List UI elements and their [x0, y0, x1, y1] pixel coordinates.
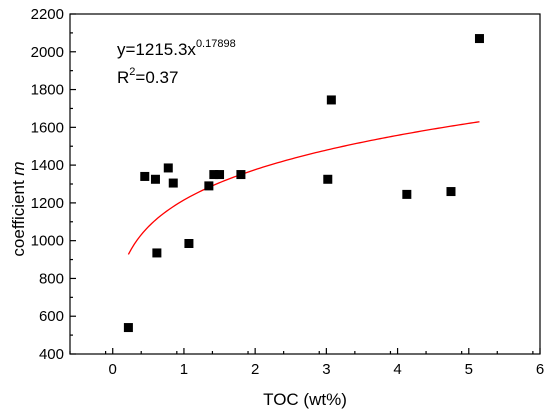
data-point: [323, 174, 333, 184]
data-point: [474, 34, 484, 44]
y-tick-label: 1000: [31, 233, 64, 250]
x-tick-label: 5: [465, 361, 473, 378]
fit-group: [127, 121, 480, 255]
y-tick-label: 1800: [31, 82, 64, 99]
y-tick-label: 2000: [31, 44, 64, 61]
data-point: [446, 187, 456, 197]
data-point: [123, 323, 133, 333]
fit-curve: [127, 121, 480, 255]
r-squared-prefix: R: [117, 68, 129, 87]
fit-equation: y=1215.3x0.17898: [117, 38, 236, 59]
y-ticks: 400 600 800 1000 1200 1400 1600 1800 2000 2200: [31, 6, 76, 363]
fit-equation-base: y=1215.3x: [117, 40, 196, 59]
fit-equation-exponent: 0.17898: [196, 38, 236, 50]
data-point: [204, 181, 214, 191]
x-ticks: 0 1 2 3 4 5 6: [69, 348, 544, 378]
data-point: [209, 170, 219, 180]
data-point: [236, 170, 246, 180]
y-axis-title-prefix: coefficient: [9, 176, 28, 257]
data-point: [152, 248, 162, 258]
y-tick-label: 2200: [31, 6, 64, 23]
y-axis-title: coefficient m: [9, 161, 28, 256]
x-tick-label: 2: [251, 361, 259, 378]
plot-frame: [69, 13, 541, 355]
x-tick-label: 1: [180, 361, 188, 378]
r-squared: R2=0.37: [117, 66, 178, 87]
data-point: [168, 178, 178, 188]
data-point: [402, 189, 412, 199]
y-axis-title-variable: m: [9, 161, 28, 175]
r-squared-superscript: 2: [129, 66, 135, 78]
x-tick-label: 0: [109, 361, 117, 378]
x-tick-label: 4: [393, 361, 401, 378]
y-tick-label: 800: [39, 270, 64, 287]
axes: [69, 13, 541, 355]
y-tick-label: 400: [39, 346, 64, 363]
data-point: [150, 174, 160, 184]
data-point: [184, 239, 194, 248]
y-tick-label: 1200: [31, 195, 64, 212]
y-tick-label: 1400: [31, 157, 64, 174]
data-point: [140, 171, 150, 181]
y-tick-label: 1600: [31, 119, 64, 136]
x-axis-title: TOC (wt%): [263, 390, 347, 409]
data-point: [326, 95, 336, 105]
data-point: [215, 170, 225, 180]
r-squared-value: =0.37: [135, 68, 178, 87]
x-tick-label: 6: [536, 361, 544, 378]
data-point: [163, 163, 173, 173]
x-tick-label: 3: [322, 361, 330, 378]
data-points: [123, 34, 484, 333]
y-tick-label: 600: [39, 308, 64, 325]
